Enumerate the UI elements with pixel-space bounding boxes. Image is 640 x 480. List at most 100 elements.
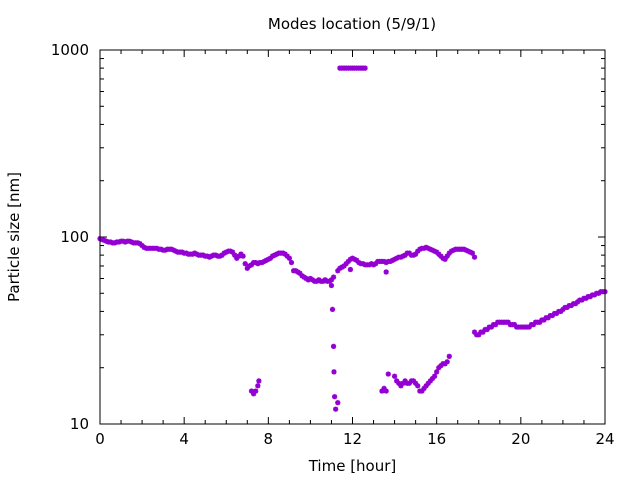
- data-point: [431, 373, 438, 379]
- data-point: [227, 248, 234, 254]
- data-point: [383, 388, 389, 394]
- data-point: [419, 388, 425, 394]
- data-point: [436, 251, 442, 257]
- data-point: [421, 385, 427, 392]
- data-point: [253, 388, 259, 394]
- data-point: [400, 380, 406, 386]
- data-point: [229, 249, 236, 255]
- data-point: [282, 251, 288, 257]
- data-point: [564, 304, 570, 311]
- data-point: [444, 359, 450, 365]
- data-point: [347, 266, 353, 273]
- y-tick-label: 10: [70, 415, 89, 433]
- data-point: [413, 251, 419, 257]
- data-point: [171, 247, 177, 253]
- data-point: [286, 255, 292, 261]
- data-point: [256, 378, 262, 384]
- data-point: [406, 380, 412, 386]
- data-point: [341, 263, 347, 269]
- data-point: [446, 250, 452, 256]
- data-point: [343, 261, 349, 267]
- y-tick-label: 100: [60, 228, 89, 246]
- data-point: [244, 265, 250, 271]
- data-point: [413, 380, 419, 386]
- axis-ticks: 0 4 8 12 16 20 24 10 100 1000: [51, 41, 615, 448]
- data-point: [425, 245, 431, 251]
- data-point: [128, 239, 135, 245]
- data-point: [255, 383, 261, 389]
- data-point: [429, 375, 436, 382]
- data-point: [284, 253, 290, 259]
- data-point: [461, 246, 467, 252]
- data-point: [431, 248, 438, 254]
- data-point: [396, 380, 402, 386]
- data-point: [234, 255, 240, 261]
- data-point: [173, 248, 179, 254]
- data-point: [248, 388, 255, 394]
- x-tick-label: 24: [595, 430, 614, 448]
- data-point: [120, 238, 126, 244]
- data-point: [112, 240, 118, 246]
- data-point: [135, 240, 141, 246]
- x-tick-label: 4: [179, 430, 189, 448]
- data-point: [438, 253, 444, 259]
- data-point: [568, 302, 574, 309]
- data-point: [297, 270, 303, 276]
- data-point: [471, 254, 478, 260]
- plot-frame: [99, 49, 606, 425]
- data-point: [354, 257, 360, 263]
- data-point: [425, 380, 431, 386]
- data-point: [530, 322, 537, 328]
- data-point: [434, 249, 440, 255]
- data-point: [406, 250, 412, 256]
- data-point: [415, 383, 421, 389]
- data-point: [328, 277, 335, 283]
- data-point: [251, 391, 257, 397]
- data-point: [442, 256, 448, 262]
- data-point: [402, 252, 408, 258]
- data-point: [107, 239, 114, 245]
- data-point: [332, 394, 338, 400]
- data-point: [554, 310, 560, 317]
- data-point: [391, 373, 398, 379]
- data-point: [398, 383, 404, 389]
- data-point: [492, 322, 499, 328]
- data-point: [476, 332, 482, 338]
- data-point: [362, 65, 368, 71]
- data-point: [448, 248, 454, 254]
- data-point: [288, 259, 295, 266]
- x-tick-label: 8: [264, 430, 274, 448]
- data-point: [335, 400, 341, 406]
- data-point: [560, 306, 566, 313]
- data-point: [484, 326, 490, 333]
- data-point: [442, 361, 448, 367]
- data-point: [541, 317, 547, 323]
- data-point: [526, 324, 532, 330]
- data-point: [379, 388, 385, 394]
- data-point: [331, 369, 337, 375]
- data-point: [583, 295, 589, 301]
- data-point: [444, 253, 450, 259]
- data-point: [154, 245, 160, 251]
- data-point: [446, 353, 452, 359]
- data-point: [469, 250, 476, 256]
- x-tick-label: 20: [511, 430, 530, 448]
- data-point: [240, 253, 246, 259]
- data-point: [575, 299, 581, 305]
- x-axis-title: Time [hour]: [308, 457, 397, 475]
- data-point: [330, 274, 337, 280]
- data-point: [558, 308, 564, 315]
- data-point: [333, 406, 339, 412]
- data-point: [141, 244, 147, 250]
- y-axis-title: Particle size [nm]: [5, 172, 23, 302]
- data-point: [219, 252, 225, 258]
- data-point: [421, 245, 427, 251]
- data-point: [122, 239, 128, 245]
- data-point: [537, 319, 543, 325]
- data-point: [137, 241, 143, 247]
- data-point: [383, 269, 389, 275]
- data-point: [345, 258, 351, 265]
- data-point: [126, 238, 133, 244]
- data-point: [549, 312, 555, 319]
